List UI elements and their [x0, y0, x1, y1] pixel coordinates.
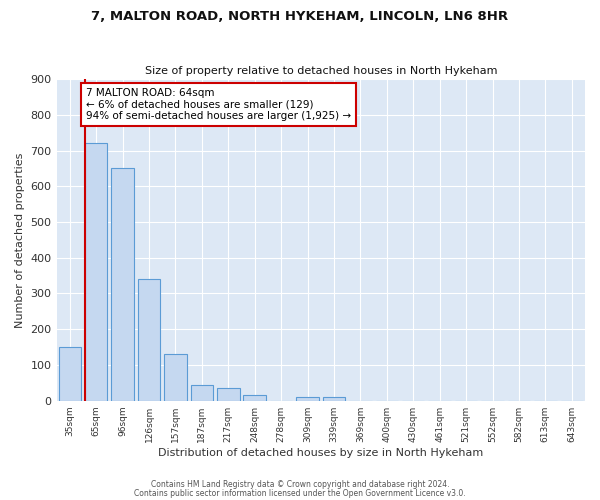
Text: Contains public sector information licensed under the Open Government Licence v3: Contains public sector information licen…	[134, 488, 466, 498]
Bar	[59, 347, 81, 401]
Text: 7 MALTON ROAD: 64sqm
← 6% of detached houses are smaller (129)
94% of semi-detac: 7 MALTON ROAD: 64sqm ← 6% of detached ho…	[86, 88, 351, 121]
Bar	[217, 388, 239, 400]
Text: 7, MALTON ROAD, NORTH HYKEHAM, LINCOLN, LN6 8HR: 7, MALTON ROAD, NORTH HYKEHAM, LINCOLN, …	[91, 10, 509, 23]
Bar	[244, 396, 266, 400]
Bar	[85, 144, 107, 400]
Text: Contains HM Land Registry data © Crown copyright and database right 2024.: Contains HM Land Registry data © Crown c…	[151, 480, 449, 489]
Bar	[138, 279, 160, 400]
Bar	[191, 384, 213, 400]
X-axis label: Distribution of detached houses by size in North Hykeham: Distribution of detached houses by size …	[158, 448, 484, 458]
Bar	[164, 354, 187, 401]
Title: Size of property relative to detached houses in North Hykeham: Size of property relative to detached ho…	[145, 66, 497, 76]
Bar	[296, 397, 319, 400]
Bar	[112, 168, 134, 400]
Bar	[323, 397, 345, 400]
Y-axis label: Number of detached properties: Number of detached properties	[15, 152, 25, 328]
